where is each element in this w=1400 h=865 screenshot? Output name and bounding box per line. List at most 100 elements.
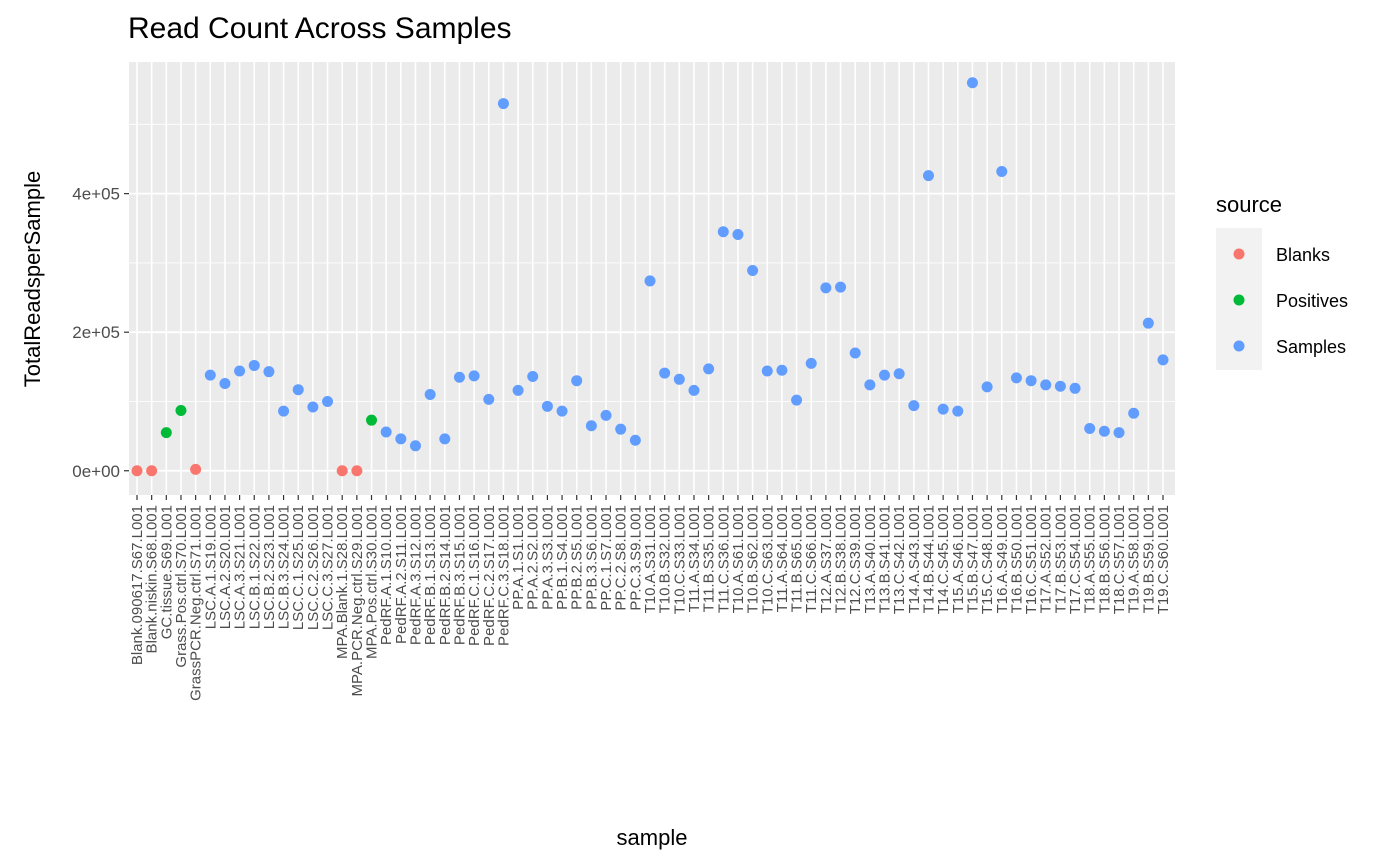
data-point [571,375,583,387]
data-point [219,377,231,389]
legend-key [1233,340,1245,352]
data-point [160,427,172,439]
major-gridlines [129,62,1175,495]
data-point [527,371,539,383]
data-point [336,465,348,477]
data-point [468,370,480,382]
data-point [659,367,671,379]
x-tick-label: T14.B.S44.L001 [920,505,937,613]
data-point [380,426,392,438]
x-tick-label: PP.A.1.S1.L001 [510,505,527,610]
legend-key [1233,294,1245,306]
x-tick-label: PP.B.3.S6.L001 [583,505,600,610]
x-tick-label: T14.A.S43.L001 [906,505,923,613]
x-tick-label: LSC.C.1.S25.L001 [290,505,307,630]
x-tick-label: PP.C.3.S9.L001 [627,505,644,611]
data-point [512,384,524,396]
data-point [879,369,891,381]
x-tick-label: PP.B.1.S4.L001 [554,505,571,610]
x-tick-label: PP.C.2.S8.L001 [613,505,630,611]
data-point [688,384,700,396]
x-tick-label: LSC.A.1.S19.L001 [202,505,219,629]
x-tick-label: LSC.B.3.S24.L001 [276,505,293,629]
x-tick-label: LSC.C.3.S27.L001 [320,505,337,630]
data-point [1054,380,1066,392]
data-point [1040,379,1052,391]
x-tick-label: T12.C.S39.L001 [847,505,864,614]
y-tick-label: 0e+00 [72,462,120,481]
data-point [351,465,363,477]
x-tick-label: T10.C.S63.L001 [759,505,776,614]
x-tick-label: MPA.Blank.1.S28.L001 [334,505,351,659]
x-tick-label: T16.C.S51.L001 [1023,505,1040,614]
data-point [805,357,817,369]
x-tick-label: MPA.Pos.ctrl.S30.L001 [364,505,381,659]
data-point [776,364,788,376]
data-points [131,77,1169,477]
data-point [409,440,421,452]
y-axis-title: TotalReadsperSample [20,171,45,387]
data-point [1157,354,1169,366]
data-point [761,365,773,377]
data-point [146,465,158,477]
data-point [175,404,187,416]
data-point [453,371,465,383]
data-point [424,389,436,401]
data-point [673,373,685,385]
data-point [791,394,803,406]
x-tick-label: T11.B.S65.L001 [789,505,806,612]
x-tick-label: LSC.A.2.S20.L001 [217,505,234,629]
x-tick-label: PP.C.1.S7.L001 [598,505,615,611]
data-point [717,226,729,238]
x-tick-label: T16.A.S49.L001 [994,505,1011,613]
x-tick-label: T10.B.S32.L001 [657,505,674,613]
x-tick-label: PP.B.2.S5.L001 [569,505,586,610]
data-point [1010,372,1022,384]
data-point [248,359,260,371]
x-tick-label: PedRF.A.3.S12.L001 [407,505,424,645]
x-tick-label: T18.B.S56.L001 [1096,505,1113,613]
x-tick-label: LSC.A.3.S21.L001 [232,505,249,629]
data-point [747,265,759,277]
x-tick-label: GC.tissue.S69.L001 [158,505,175,639]
x-axis: Blank.090617.S67.L001Blank.niskin.S68.L0… [129,495,1172,701]
legend-title: source [1216,192,1282,217]
legend-key [1233,248,1245,260]
x-tick-label: T19.B.S59.L001 [1140,505,1157,613]
data-point [483,393,495,405]
x-tick-label: T15.C.S48.L001 [979,505,996,614]
data-point [1084,422,1096,434]
x-tick-label: T11.C.S66.L001 [803,505,820,613]
x-tick-label: PedRF.A.2.S11.L001 [393,505,410,644]
data-point [849,347,861,359]
legend-label: Samples [1276,337,1346,357]
legend-entries: Blanks Positives Samples [1216,228,1348,370]
data-point [1113,427,1125,439]
x-tick-label: T11.B.S35.L001 [701,505,718,612]
x-tick-label: T19.C.S60.L001 [1155,505,1172,614]
data-point [1098,425,1110,437]
data-point [835,281,847,293]
x-tick-label: T17.A.S52.L001 [1038,505,1055,613]
x-tick-label: T14.C.S45.L001 [935,505,952,614]
data-point [497,98,509,110]
x-tick-label: T15.A.S46.L001 [950,505,967,613]
x-tick-label: MPA.PCR.Neg.ctrl.S29.L001 [349,505,366,696]
x-tick-label: Grass.Pos.ctrl.S70.L001 [173,505,190,668]
x-tick-label: LSC.B.2.S23.L001 [261,505,278,629]
legend-label: Positives [1276,291,1348,311]
data-point [703,363,715,375]
data-point [1069,382,1081,394]
y-axis: 0e+00 2e+05 4e+05 [72,185,129,481]
x-tick-label: Blank.niskin.S68.L001 [144,505,161,653]
x-tick-label: T18.C.S57.L001 [1111,505,1128,614]
x-tick-label: LSC.B.1.S22.L001 [246,505,263,629]
data-point [439,433,451,445]
y-tick-label: 2e+05 [72,323,120,342]
x-tick-label: T11.A.S64.L001 [774,505,791,612]
x-tick-label: T10.B.S62.L001 [745,505,762,613]
x-tick-label: PedRF.A.1.S10.L001 [378,505,395,645]
minor-gridlines [129,123,1175,402]
x-tick-label: PedRF.C.3.S18.L001 [495,505,512,646]
